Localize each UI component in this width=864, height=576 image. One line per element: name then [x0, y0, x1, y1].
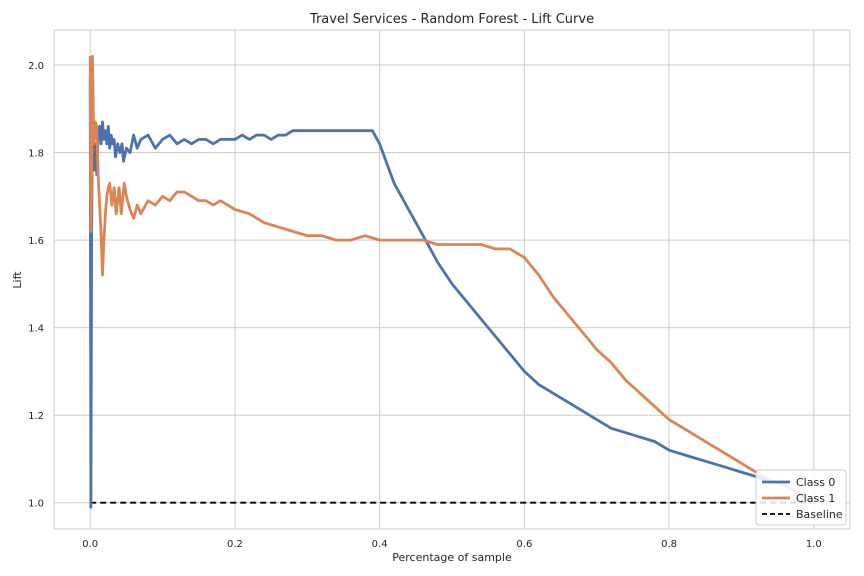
legend-box [755, 469, 847, 526]
y-tick-label: 1.2 [28, 411, 44, 422]
legend: Class 0 Class 1 Baseline [755, 469, 847, 526]
x-tick-label: 0.0 [82, 539, 98, 550]
x-tick-label: 1.0 [806, 539, 822, 550]
y-tick-label: 1.0 [28, 499, 44, 510]
y-tick-label: 1.6 [28, 236, 44, 247]
x-tick-labels: 0.0 0.2 0.4 0.6 0.8 1.0 [82, 539, 822, 550]
x-tick-label: 0.8 [661, 539, 677, 550]
series-lines [88, 54, 815, 509]
series-line-class-0 [88, 78, 815, 509]
y-tick-label: 2.0 [28, 61, 44, 72]
y-axis-label: Lift [11, 271, 24, 289]
x-tick-label: 0.2 [227, 539, 243, 550]
x-axis-label: Percentage of sample [392, 551, 512, 564]
legend-label: Baseline [796, 508, 843, 521]
series-line-class-1 [88, 54, 815, 504]
y-tick-label: 1.4 [28, 324, 44, 335]
x-tick-label: 0.6 [516, 539, 532, 550]
plot-background [53, 29, 851, 530]
grid-lines [54, 30, 850, 529]
chart-title: Travel Services - Random Forest - Lift C… [309, 12, 594, 27]
y-tick-labels: 1.0 1.2 1.4 1.6 1.8 2.0 [28, 61, 44, 510]
x-tick-label: 0.4 [372, 539, 388, 550]
legend-label: Class 0 [796, 476, 835, 489]
y-tick-label: 1.8 [28, 149, 44, 160]
legend-label: Class 1 [796, 492, 835, 505]
